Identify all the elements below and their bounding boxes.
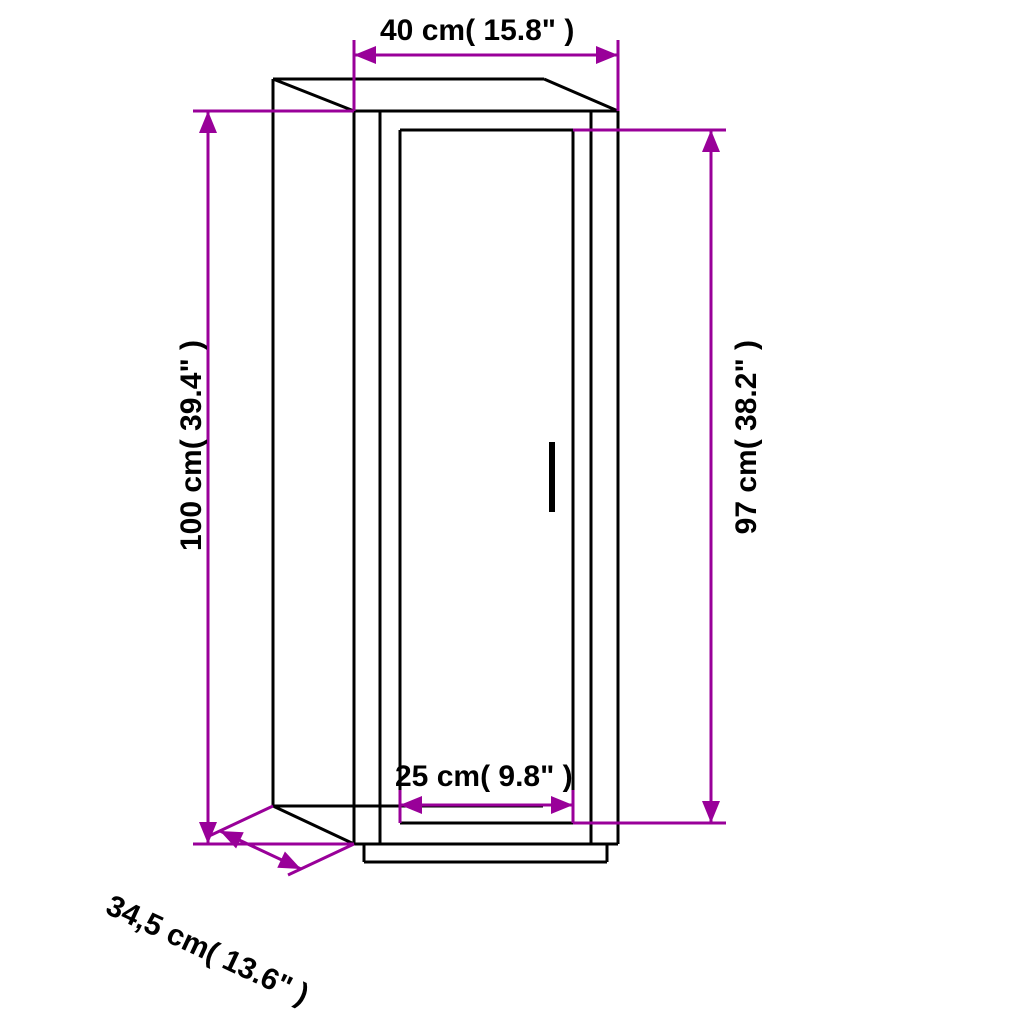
dim-label-width-top: 40 cm( 15.8" ) — [380, 14, 574, 48]
dim-label-door-width: 25 cm( 9.8" ) — [395, 760, 573, 794]
dim-label-height-right: 97 cm( 38.2" ) — [730, 340, 764, 534]
diagram-stage: { "colors": { "line_black": "#000000", "… — [0, 0, 1024, 1024]
dim-label-height-left: 100 cm( 39.4" ) — [175, 340, 209, 551]
drawing-svg — [0, 0, 1024, 1024]
